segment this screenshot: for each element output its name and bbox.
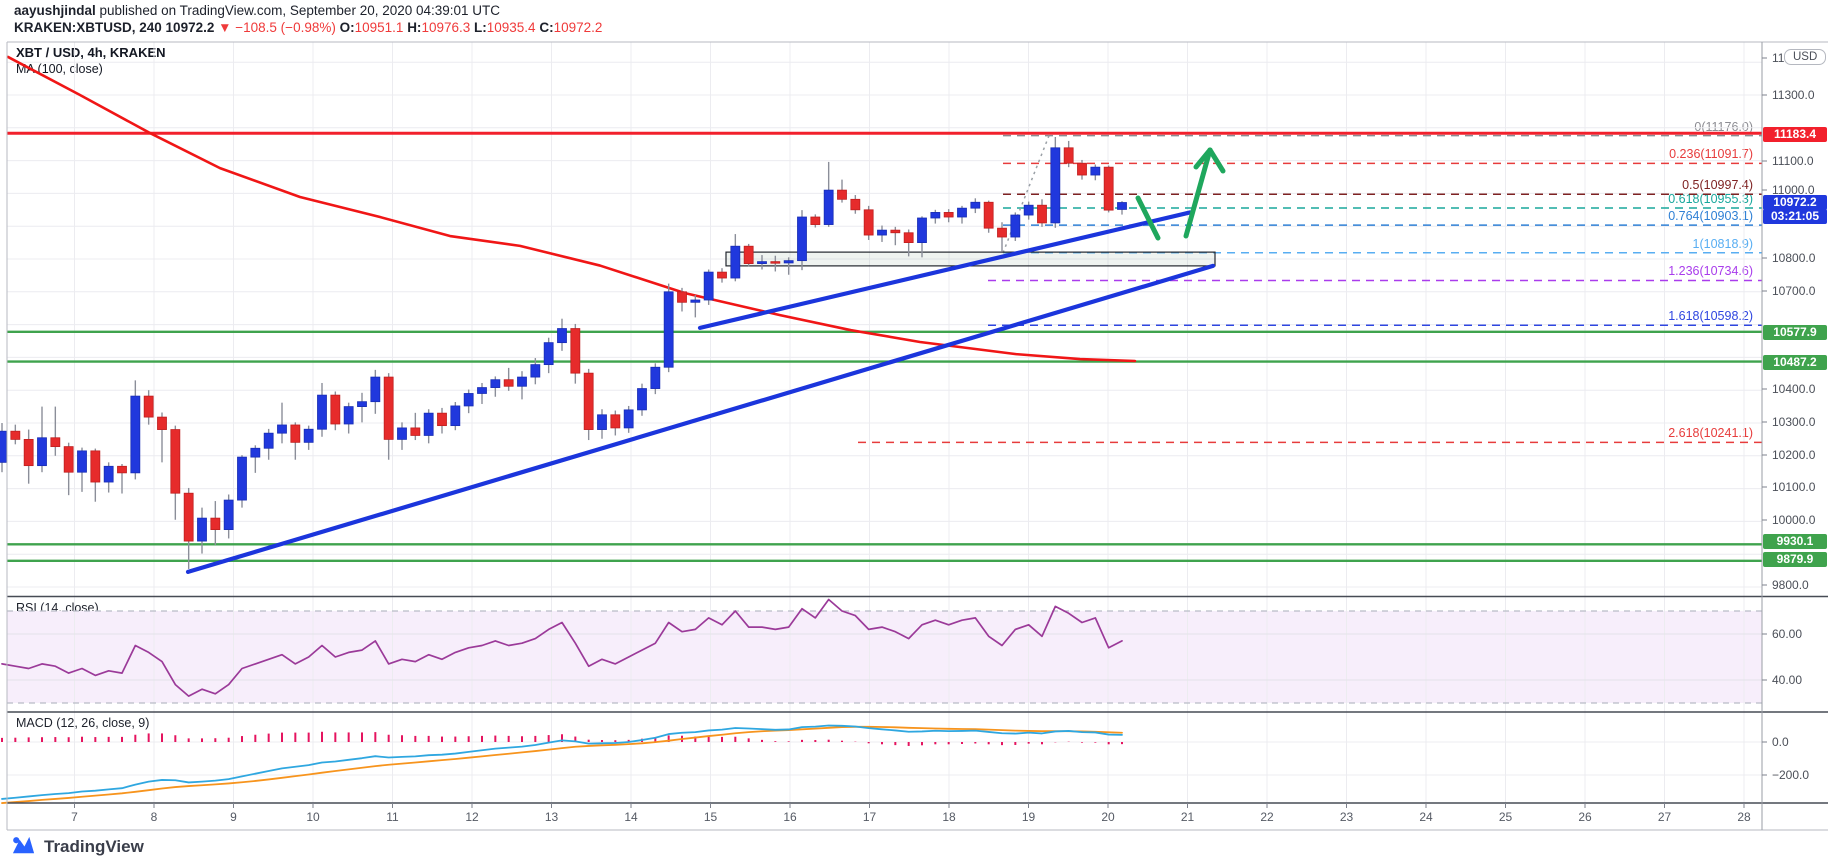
time-axis-label: 18 — [942, 810, 956, 824]
time-axis-label: 26 — [1578, 810, 1592, 824]
time-axis-label: 13 — [544, 810, 559, 824]
time-axis-label: 9 — [230, 810, 237, 824]
fib-level-label[interactable]: 0.618(10955.3) — [1668, 192, 1753, 207]
time-axis-label: 17 — [862, 810, 877, 824]
tradingview-brand-text: TradingView — [44, 836, 144, 856]
price-axis-tick-label: 11000.0 — [1772, 183, 1815, 197]
macd-pane-label[interactable]: MACD (12, 26, close, 9) — [16, 716, 150, 730]
macd-axis-tick-label: 0.0 — [1772, 735, 1789, 749]
rsi-axis-tick-label: 40.00 — [1772, 673, 1803, 687]
price-axis-badge: 10972.2 — [1763, 194, 1827, 210]
price-axis-badge: 9930.1 — [1763, 533, 1827, 549]
symbol-status-line: KRAKEN:XBTUSD, 240 10972.2 ▼ −108.5 (−0.… — [14, 19, 602, 36]
close-value: 10972.2 — [553, 20, 603, 35]
price-axis-tick-label: 10300.0 — [1772, 415, 1816, 429]
price-axis-badge: 10487.2 — [1763, 354, 1827, 370]
symbol-resolution[interactable]: KRAKEN:XBTUSD, 240 — [14, 20, 162, 35]
time-axis-label: 22 — [1260, 810, 1274, 824]
time-axis-label: 25 — [1498, 810, 1513, 824]
price-axis-tick-label: 10100.0 — [1772, 480, 1816, 494]
price-axis-tick-label: 9800.0 — [1772, 578, 1809, 592]
time-axis-label: 10 — [306, 810, 320, 824]
time-axis-label: 19 — [1021, 810, 1036, 824]
low-value: 10935.4 — [486, 20, 536, 35]
fib-level-label[interactable]: 1.236(10734.6) — [1668, 264, 1753, 279]
price-axis-tick-label: 10400.0 — [1772, 382, 1816, 396]
time-axis-label: 12 — [465, 810, 479, 824]
high-value: 10976.3 — [421, 20, 471, 35]
macd-axis-tick-label: −200.0 — [1772, 768, 1810, 782]
time-axis-label: 16 — [783, 810, 797, 824]
fib-level-label[interactable]: 0.5(10997.4) — [1682, 178, 1753, 193]
last-price: 10972.2 — [165, 20, 215, 35]
time-axis-label: 21 — [1180, 810, 1195, 824]
time-axis-label: 8 — [150, 810, 158, 824]
fib-level-label[interactable]: 0.764(10903.1) — [1668, 209, 1753, 224]
tradingview-logo-icon — [12, 836, 35, 854]
byline: aayushjindal published on TradingView.co… — [14, 2, 500, 19]
price-axis-tick-label: 10700.0 — [1772, 284, 1816, 298]
author-name: aayushjindal — [14, 3, 96, 18]
published-text: published on TradingView.com, September … — [95, 3, 501, 18]
fib-level-label[interactable]: 1(10818.9) — [1692, 236, 1753, 251]
price-axis-tick-label: 11300.0 — [1772, 88, 1815, 102]
fib-level-label[interactable]: 2.618(10241.1) — [1668, 426, 1753, 441]
price-axis-tick-label: 10200.0 — [1772, 448, 1816, 462]
price-axis-tick-label: 10000.0 — [1772, 513, 1816, 527]
price-axis-badge: 9879.9 — [1763, 551, 1827, 567]
time-axis-label: 7 — [71, 810, 78, 824]
price-axis-tick-label: 10800.0 — [1772, 251, 1816, 265]
fib-level-label[interactable]: 1.618(10598.2) — [1668, 309, 1753, 324]
time-axis-label: 14 — [624, 810, 638, 824]
tradingview-watermark[interactable]: TradingView — [10, 833, 144, 860]
time-axis-label: 20 — [1101, 810, 1115, 824]
high-label: H: — [407, 20, 422, 35]
time-axis-label: 23 — [1339, 810, 1354, 824]
low-label: L: — [474, 20, 487, 35]
open-label: O: — [339, 20, 355, 35]
symbol-title[interactable]: XBT / USD, 4h, KRAKEN — [16, 45, 166, 60]
time-axis-label: 11 — [386, 810, 399, 824]
down-triangle-icon: ▼ — [218, 20, 232, 35]
close-label: C: — [539, 20, 554, 35]
time-axis-label: 24 — [1419, 810, 1433, 824]
price-axis-tick-label: 11100.0 — [1772, 154, 1814, 168]
fib-level-label[interactable]: 0.236(11091.7) — [1669, 147, 1753, 162]
time-axis-label: 28 — [1737, 810, 1751, 824]
rsi-axis-tick-label: 60.00 — [1772, 627, 1803, 641]
fib-level-label[interactable]: 0(11176.0) — [1694, 119, 1753, 134]
price-change: −108.5 (−0.98%) — [235, 20, 336, 35]
price-axis-badge: 11183.4 — [1763, 126, 1827, 142]
price-axis-badge: 10577.9 — [1763, 324, 1827, 340]
time-axis-label: 15 — [703, 810, 718, 824]
currency-toggle-button[interactable]: USD — [1784, 49, 1827, 65]
price-axis-badge: 03:21:05 — [1763, 209, 1827, 224]
open-value: 10951.1 — [354, 20, 404, 35]
time-axis-label: 27 — [1657, 810, 1672, 824]
